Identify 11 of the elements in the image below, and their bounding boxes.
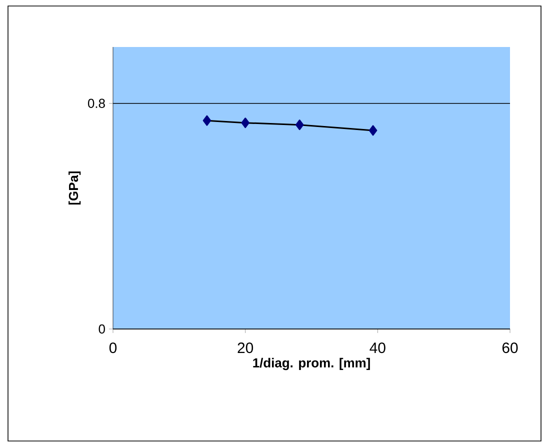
x-tick-label: 20 <box>238 342 254 354</box>
point <box>368 125 378 136</box>
point <box>202 115 212 126</box>
y-tick-label: 0.8 <box>88 98 105 108</box>
x-tick-label: 0 <box>109 342 117 354</box>
y-axis-title: [GPa] <box>68 171 81 205</box>
point <box>241 118 250 128</box>
x-tick-label: 60 <box>502 342 518 354</box>
x-axis-title: 1/diag. prom. [mm] <box>253 358 370 370</box>
x-tick-label: 40 <box>370 342 386 354</box>
point <box>295 120 304 130</box>
